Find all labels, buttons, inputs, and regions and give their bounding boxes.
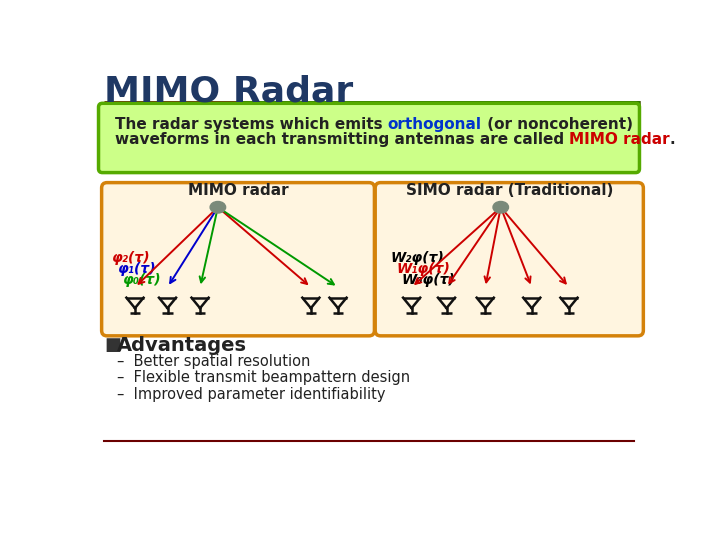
Text: W₀φ(τ): W₀φ(τ)	[402, 273, 456, 287]
Text: MIMO radar: MIMO radar	[188, 183, 288, 198]
Text: φ₁(τ): φ₁(τ)	[118, 262, 156, 276]
Text: –  Better spatial resolution: – Better spatial resolution	[117, 354, 310, 368]
Text: Advantages: Advantages	[117, 336, 247, 355]
Text: W₁φ(τ): W₁φ(τ)	[397, 262, 451, 276]
Text: –  Flexible transmit beampattern design: – Flexible transmit beampattern design	[117, 370, 410, 386]
Ellipse shape	[493, 201, 508, 213]
Text: –  Improved parameter identifiability: – Improved parameter identifiability	[117, 387, 386, 402]
Text: φ₂(τ): φ₂(τ)	[112, 251, 150, 265]
FancyBboxPatch shape	[375, 183, 644, 336]
Text: MIMO radar: MIMO radar	[570, 132, 670, 147]
Text: ■: ■	[104, 336, 121, 354]
Text: The radar systems which emits: The radar systems which emits	[114, 117, 387, 132]
Text: W₂φ(τ): W₂φ(τ)	[391, 251, 444, 265]
FancyBboxPatch shape	[102, 183, 374, 336]
Text: (or noncoherent): (or noncoherent)	[482, 117, 633, 132]
Text: MIMO Radar: MIMO Radar	[104, 75, 354, 109]
Text: .: .	[670, 132, 675, 147]
Text: waveforms in each transmitting antennas are called: waveforms in each transmitting antennas …	[114, 132, 570, 147]
Text: SIMO radar (Traditional): SIMO radar (Traditional)	[405, 183, 613, 198]
Ellipse shape	[210, 201, 225, 213]
FancyBboxPatch shape	[99, 103, 639, 173]
Text: orthogonal: orthogonal	[387, 117, 482, 132]
Text: φ₀(τ): φ₀(τ)	[122, 273, 161, 287]
